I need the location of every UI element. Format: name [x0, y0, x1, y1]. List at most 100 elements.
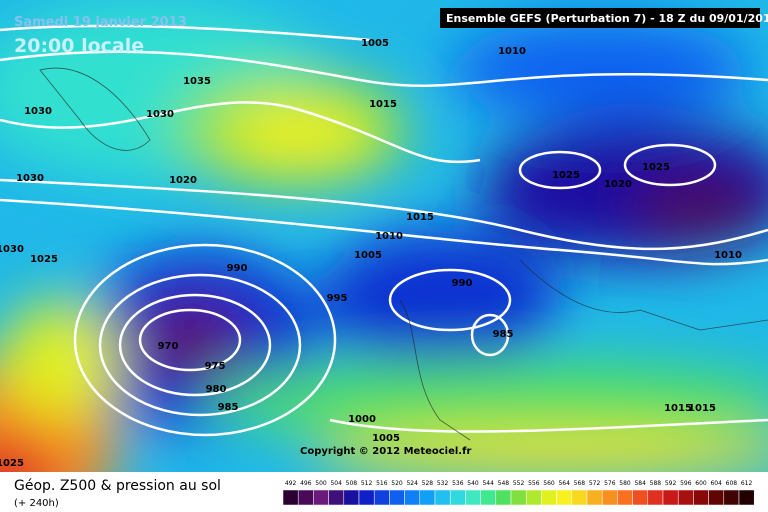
isobar-label: 1025: [30, 254, 58, 265]
scale-label: 524: [406, 480, 418, 487]
isobar-label: 1020: [604, 179, 632, 190]
scale-label: 548: [498, 480, 510, 487]
footer-title: Géop. Z500 & pression au sol: [14, 478, 221, 494]
scale-label: 568: [574, 480, 586, 487]
scale-label: 608: [726, 480, 738, 487]
isobar-label: 970: [158, 341, 179, 352]
scale-swatch: [358, 489, 375, 506]
isobar-label: 985: [493, 329, 514, 340]
scale-swatch: [738, 489, 755, 506]
scale-swatch: [617, 489, 633, 506]
scale-swatch: [480, 489, 497, 506]
scale-swatch: [297, 489, 314, 506]
scale-label: 596: [680, 480, 692, 487]
scale-label: 512: [361, 480, 373, 487]
scale-label: 612: [741, 480, 753, 487]
scale-swatch: [343, 489, 360, 506]
isobar-label: 1015: [688, 403, 716, 414]
copyright: Copyright © 2012 Meteociel.fr: [300, 446, 471, 457]
isobar-label: 980: [206, 384, 227, 395]
date: Samedi 19 janvier 2013: [14, 15, 187, 30]
scale-label: 540: [467, 480, 479, 487]
isobar-lines: [0, 24, 768, 437]
isobar-label: 1030: [24, 106, 52, 117]
scale-label: 552: [513, 480, 525, 487]
isobar-label: 1025: [642, 162, 670, 173]
isobar-label: 1000: [348, 414, 376, 425]
scale-swatch: [495, 489, 512, 506]
scale-label: 556: [528, 480, 540, 487]
isobar-label: 1035: [183, 76, 211, 87]
scale-label: 516: [376, 480, 388, 487]
isobar-label: 975: [205, 361, 226, 372]
scale-label: 520: [391, 480, 403, 487]
scale-swatch: [434, 489, 451, 506]
scale-swatch: [389, 489, 405, 506]
isobar-label: 995: [327, 293, 348, 304]
scale-label: 500: [315, 480, 327, 487]
isobar-label: 1010: [375, 231, 403, 242]
scale-label: 504: [330, 480, 342, 487]
scale-swatch: [465, 489, 481, 506]
scale-label: 584: [634, 480, 646, 487]
scale-label: 508: [346, 480, 358, 487]
scale-label: 576: [604, 480, 616, 487]
scale-swatch: [723, 489, 740, 506]
isobar-label: 1025: [0, 458, 24, 469]
scale-swatch: [313, 489, 329, 506]
scale-swatch: [571, 489, 588, 506]
run-box: [440, 8, 760, 28]
isobar-label: 1015: [369, 99, 397, 110]
isobar-label: 1005: [354, 250, 382, 261]
isobar-label: 1030: [0, 244, 24, 255]
scale-swatch: [662, 489, 679, 506]
scale-swatch: [601, 489, 618, 506]
isobar-label: 1030: [146, 109, 174, 120]
run: Ensemble GEFS (Perturbation 7) - 18 Z du…: [446, 12, 768, 25]
isobar-label: 1020: [169, 175, 197, 186]
scale-swatch: [373, 489, 390, 506]
scale-swatch: [556, 489, 573, 506]
isobar-label: 990: [227, 263, 248, 274]
scale-swatch: [647, 489, 664, 506]
footer-lead: (+ 240h): [14, 498, 59, 509]
scale-swatch: [525, 489, 542, 506]
isobar-label: 990: [452, 278, 473, 289]
scale-swatch: [632, 489, 649, 506]
scale-label: 592: [665, 480, 677, 487]
scale-swatch: [510, 489, 527, 506]
isobar-label: 1010: [498, 46, 526, 57]
scale-label: 560: [543, 480, 555, 487]
scale-swatch: [708, 489, 725, 506]
scale-label: 580: [619, 480, 631, 487]
isobar-label: 1005: [372, 433, 400, 444]
isobar-label: 1005: [361, 38, 389, 49]
scale-swatch: [586, 489, 603, 506]
scale-label: 532: [437, 480, 449, 487]
scale-label: 496: [300, 480, 312, 487]
isobar-label: 1030: [16, 173, 44, 184]
scale-swatch: [328, 489, 345, 506]
isobar-label: 1010: [714, 250, 742, 261]
scale-swatch: [449, 489, 466, 506]
scale-label: 544: [482, 480, 494, 487]
scale-label: 588: [650, 480, 662, 487]
isobar-label: 985: [218, 402, 239, 413]
isobar-label: 1015: [406, 212, 434, 223]
scale-swatch: [419, 489, 436, 506]
scale-label: 564: [558, 480, 570, 487]
time: 20:00 locale: [14, 35, 144, 57]
scale-label: 528: [422, 480, 434, 487]
scale-swatch: [282, 489, 299, 506]
scale-label: 536: [452, 480, 464, 487]
scale-label: 604: [710, 480, 722, 487]
isobar-label: 1015: [664, 403, 692, 414]
scale-label: 572: [589, 480, 601, 487]
scale-swatch: [541, 489, 557, 506]
scale-swatch: [404, 489, 421, 506]
scale-swatch: [677, 489, 694, 506]
isobar-label: 1025: [552, 170, 580, 181]
coastlines: [39, 67, 768, 441]
